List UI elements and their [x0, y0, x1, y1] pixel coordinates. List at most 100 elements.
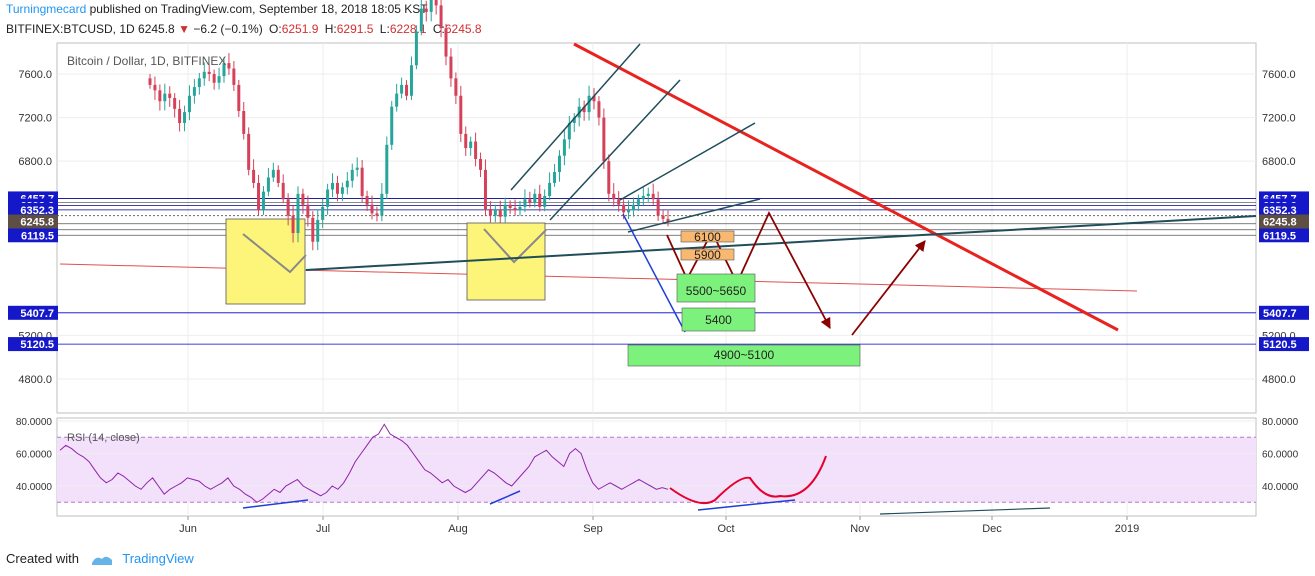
- y-tick-label: 7200.0: [18, 113, 52, 125]
- annotation-4900-5100-box: [627, 344, 861, 367]
- candle-body: [493, 210, 497, 216]
- candle-body: [252, 169, 256, 183]
- candle-body: [306, 204, 310, 218]
- candle-body: [424, 8, 428, 12]
- candle-body: [385, 144, 389, 194]
- candle-body: [173, 97, 177, 109]
- price-tag-label: 5120.5: [1263, 339, 1297, 351]
- candle-body: [331, 182, 335, 190]
- candle-body: [271, 169, 275, 178]
- candle-body: [360, 167, 364, 196]
- tradingview-link[interactable]: TradingView: [122, 551, 194, 566]
- price-tag-bg: [8, 202, 58, 217]
- candle-body: [528, 199, 532, 203]
- y-tick-label: 7200.0: [1262, 113, 1296, 125]
- annotation-6100-label: 6100: [694, 230, 721, 244]
- x-tick-label: 2019: [1115, 523, 1139, 535]
- candle-body: [523, 199, 527, 207]
- channel-line: [510, 43, 641, 191]
- candle-body: [508, 204, 512, 208]
- candle-body: [419, 8, 423, 32]
- candle-body: [207, 71, 211, 74]
- open-value: 6251.9: [281, 22, 319, 36]
- candle-body: [178, 108, 182, 124]
- candle-body: [612, 193, 616, 200]
- candle-body: [543, 196, 547, 207]
- rsi-divergence-line: [489, 490, 521, 505]
- candle-body: [498, 210, 502, 217]
- candle-body: [400, 84, 404, 94]
- annotation-5500-5650-box: [676, 273, 756, 303]
- y-tick-label: 4800.0: [1262, 374, 1296, 386]
- candle-body: [390, 106, 394, 145]
- candle-body: [197, 78, 201, 88]
- candle-body: [597, 101, 601, 118]
- candle-body: [286, 199, 290, 216]
- y-tick-label: 7600.0: [18, 69, 52, 81]
- candle-body: [641, 196, 645, 200]
- price-tag-bg: [1259, 337, 1309, 352]
- candle-body: [321, 206, 325, 220]
- candle-body: [316, 219, 320, 242]
- candle-body: [345, 180, 349, 188]
- rsi-divergence-line: [242, 499, 309, 509]
- candle-body: [553, 172, 557, 183]
- channel-line: [627, 198, 761, 233]
- red-support-line: [59, 263, 1138, 292]
- price-tag-bg: [8, 228, 58, 243]
- candle-body: [557, 155, 561, 173]
- publish-header: Turningmecard published on TradingView.c…: [6, 2, 428, 16]
- candle-body: [183, 112, 187, 124]
- candle-body: [261, 191, 265, 211]
- y-tick-label: 7600.0: [1262, 69, 1296, 81]
- candle-body: [488, 209, 492, 216]
- chart-title: Bitcoin / Dollar, 1D, BITFINEX: [67, 54, 226, 68]
- candle-body: [395, 93, 399, 107]
- rsi-y-tick-label: 60.0000: [16, 450, 53, 461]
- rsi-trendline: [879, 507, 1051, 515]
- price-tag-label: 5407.7: [20, 308, 54, 320]
- candle-body: [414, 31, 418, 66]
- candle-body: [217, 76, 221, 83]
- x-tick-label: Nov: [850, 523, 870, 535]
- y-tick-label: 6800.0: [1262, 156, 1296, 168]
- candle-body: [335, 182, 339, 194]
- candle-body: [587, 95, 591, 113]
- annotation-5400-label: 5400: [705, 313, 732, 327]
- candle-body: [192, 87, 196, 96]
- candle-body: [656, 199, 660, 216]
- candle-body: [163, 93, 167, 102]
- y-tick-label: 6800.0: [18, 156, 52, 168]
- candle-body: [355, 167, 359, 170]
- current-price-tag-bg: [1259, 214, 1309, 229]
- current-price-tag-label: 6245.8: [20, 217, 54, 229]
- candle-body: [237, 84, 241, 112]
- y-tick-label: 4800.0: [18, 374, 52, 386]
- candle-body: [449, 56, 453, 79]
- tradingview-logo-icon: [91, 556, 112, 565]
- price-tag-bg: [1259, 305, 1309, 320]
- annotation-6100-box: [680, 230, 735, 243]
- x-tick-label: Sep: [583, 523, 603, 535]
- candle-body: [627, 210, 631, 213]
- symbol-label: BITFINEX:BTCUSD, 1D: [6, 22, 135, 36]
- candle-body: [370, 204, 374, 214]
- candle-body: [281, 182, 285, 200]
- candle-body: [405, 84, 409, 96]
- candle-body: [202, 71, 206, 79]
- candle-body: [375, 213, 379, 216]
- price-tag-bg: [8, 337, 58, 352]
- candle-body: [222, 63, 226, 77]
- candle-body: [661, 215, 665, 219]
- rsi-y-tick-label: 40.0000: [1262, 482, 1299, 493]
- open-label: O:: [269, 22, 282, 36]
- candle-body: [153, 84, 157, 91]
- author-link[interactable]: Turningmecard: [6, 2, 87, 16]
- candle-body: [636, 199, 640, 205]
- footer: Created with TradingView: [6, 551, 194, 566]
- candle-body: [646, 193, 650, 196]
- candle-body: [276, 169, 280, 183]
- candle-body: [538, 193, 542, 207]
- candle-body: [518, 206, 522, 211]
